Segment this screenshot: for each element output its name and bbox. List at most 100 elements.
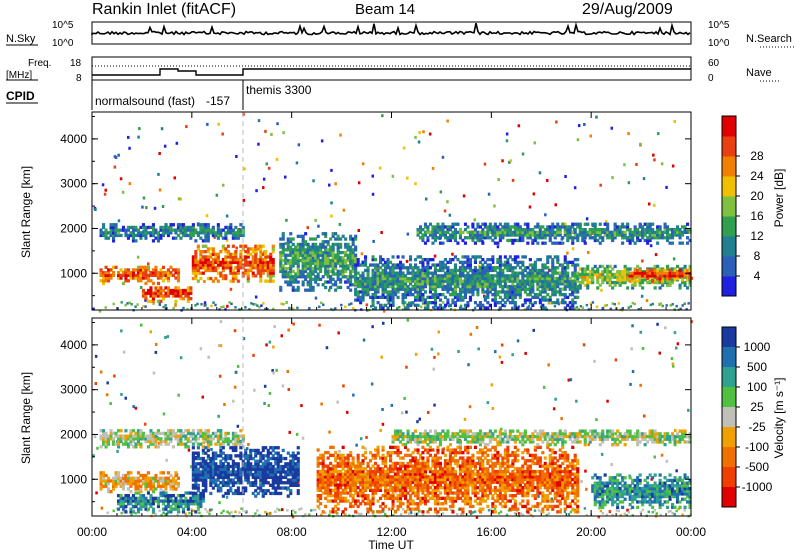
echo-cell — [359, 282, 363, 286]
ground-cell — [567, 513, 571, 516]
echo-cell — [478, 276, 482, 281]
scatter-cell — [487, 192, 491, 196]
echo-cell — [426, 260, 430, 264]
echo-cell — [553, 255, 557, 259]
echo-cell — [146, 231, 150, 235]
echo-cell — [568, 233, 572, 237]
echo-cell — [286, 240, 290, 244]
echo-cell — [314, 237, 318, 241]
ground-cell — [537, 509, 541, 512]
echo-cell — [239, 429, 243, 433]
echo-cell — [461, 284, 465, 289]
echo-cell — [533, 263, 537, 267]
echo-cell — [556, 258, 560, 262]
echo-cell — [184, 228, 188, 232]
echo-cell — [164, 442, 168, 446]
echo-cell — [149, 299, 153, 303]
echo-cell — [561, 287, 565, 291]
echo-cell — [114, 434, 118, 438]
echo-cell — [369, 263, 373, 267]
echo-cell — [463, 276, 467, 281]
echo-cell — [159, 437, 163, 441]
echo-cell — [533, 271, 537, 275]
echo-cell — [478, 303, 482, 307]
echo-cell — [179, 434, 183, 438]
scatter-cell — [606, 399, 609, 403]
ground-cell — [651, 510, 654, 514]
scatter-cell — [491, 261, 495, 264]
echo-cell — [663, 228, 667, 232]
echo-cell — [246, 481, 250, 485]
echo-cell — [211, 437, 215, 441]
echo-cell — [119, 484, 123, 488]
echo-cell — [508, 225, 512, 229]
echo-cell — [456, 230, 460, 234]
echo-cell — [601, 238, 605, 243]
echo-cell — [551, 230, 555, 234]
echo-cell — [516, 225, 520, 229]
echo-cell — [174, 294, 178, 298]
echo-cell — [423, 271, 427, 275]
ground-cell — [162, 511, 165, 514]
echo-cell — [538, 284, 542, 289]
echo-cell — [613, 222, 617, 226]
echo-cell — [239, 451, 243, 455]
echo-cell — [174, 228, 178, 232]
echo-cell — [124, 268, 128, 272]
scatter-cell — [100, 506, 104, 510]
echo-cell — [189, 233, 193, 238]
echo-cell — [184, 502, 188, 506]
echo-cell — [666, 230, 670, 234]
echo-cell — [231, 464, 235, 469]
scatter-cell — [210, 447, 213, 451]
echo-cell — [109, 429, 113, 433]
echo-cell — [196, 462, 200, 466]
scatter-cell — [511, 178, 515, 182]
echo-cell — [136, 271, 140, 275]
echo-cell — [339, 264, 343, 268]
echo-cell — [256, 244, 260, 248]
scatter-cell — [660, 453, 664, 457]
echo-cell — [221, 467, 225, 471]
echo-cell — [211, 263, 215, 267]
ground-cell — [192, 509, 195, 512]
ground-cell — [489, 508, 493, 511]
scatter-cell — [203, 280, 206, 283]
echo-cell — [256, 470, 260, 474]
ground-cell — [350, 302, 353, 305]
echo-cell — [451, 268, 455, 273]
echo-cell — [102, 479, 106, 483]
echo-cell — [486, 228, 490, 232]
echo-cell — [481, 271, 485, 275]
echo-cell — [126, 437, 130, 441]
echo-cell — [196, 266, 200, 270]
echo-cell — [331, 264, 335, 268]
echo-cell — [526, 306, 530, 310]
echo-cell — [364, 255, 368, 259]
echo-cell — [196, 483, 200, 487]
echo-cell — [531, 241, 535, 245]
echo-cell — [586, 278, 590, 282]
ground-cell — [204, 304, 207, 307]
echo-cell — [431, 301, 435, 305]
echo-cell — [391, 295, 395, 299]
echo-cell — [211, 260, 215, 264]
echo-cell — [139, 434, 143, 438]
echo-cell — [149, 442, 153, 446]
echo-cell — [254, 483, 258, 487]
echo-cell — [533, 295, 537, 299]
echo-cell — [483, 282, 487, 286]
echo-cell — [236, 266, 240, 270]
echo-cell — [281, 248, 285, 252]
echo-cell — [301, 272, 305, 276]
ground-cell — [164, 513, 167, 516]
echo-cell — [481, 274, 485, 278]
echo-cell — [256, 247, 260, 251]
echo-cell — [151, 507, 155, 511]
echo-cell — [438, 268, 442, 273]
echo-cell — [259, 250, 263, 254]
echo-cell — [568, 287, 572, 291]
echo-cell — [136, 442, 140, 446]
echo-cell — [224, 464, 228, 469]
echo-cell — [646, 236, 650, 240]
